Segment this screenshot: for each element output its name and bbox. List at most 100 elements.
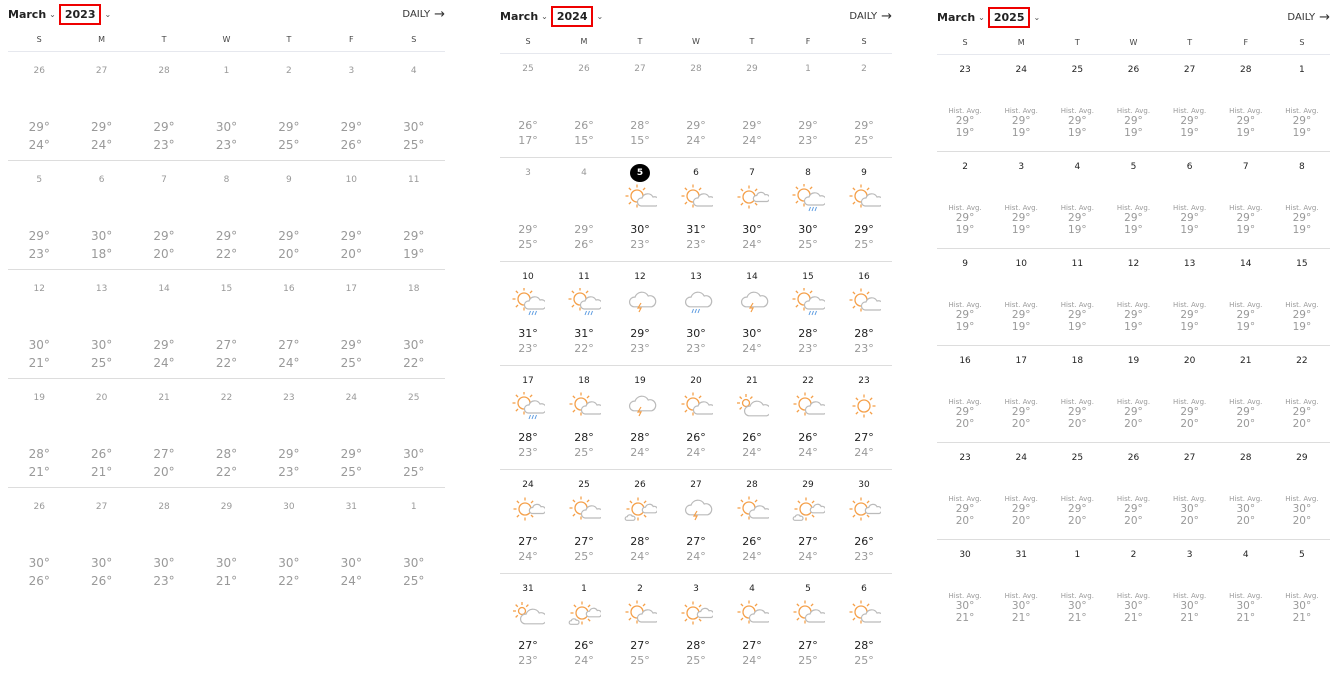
day-cell[interactable]: 25 27° 25° [556,470,612,573]
day-cell[interactable]: 3 Hist. Avg. 30° 21° [1162,540,1218,637]
year-select[interactable]: 2023 [58,3,102,25]
day-cell[interactable]: 28 26° 24° [724,470,780,573]
day-cell[interactable]: 24 29° 25° [320,379,382,487]
day-cell[interactable]: 29 Hist. Avg. 30° 20° [1274,443,1330,539]
day-cell[interactable]: 28 30° 23° [133,488,195,597]
day-cell[interactable]: 21 Hist. Avg. 29° 20° [1218,346,1274,442]
day-cell[interactable]: 4 27° 24° [724,574,780,678]
day-cell[interactable]: 18 Hist. Avg. 29° 20° [1049,346,1105,442]
day-cell[interactable]: 8 Hist. Avg. 29° 19° [1274,152,1330,248]
day-cell[interactable]: 1 Hist. Avg. 29° 19° [1274,55,1330,151]
day-cell[interactable]: 5 29° 23° [8,161,70,269]
day-cell[interactable]: 9 29° 25° [836,158,892,261]
day-cell[interactable]: 3 29° 26° [320,52,382,160]
day-cell[interactable]: 31 Hist. Avg. 30° 21° [993,540,1049,637]
day-cell[interactable]: 16 28° 23° [836,262,892,365]
day-cell[interactable]: 31 30° 24° [320,488,382,597]
day-cell[interactable]: 18 28° 25° [556,366,612,469]
day-cell[interactable]: 21 26° 24° [724,366,780,469]
day-cell[interactable]: 25 Hist. Avg. 29° 20° [1049,443,1105,539]
day-cell[interactable]: 7 Hist. Avg. 29° 19° [1218,152,1274,248]
day-cell[interactable]: 2 Hist. Avg. 30° 21° [1105,540,1161,637]
day-cell[interactable]: 20 26° 21° [70,379,132,487]
day-cell[interactable]: 15 27° 22° [195,270,257,378]
day-cell[interactable]: 16 Hist. Avg. 29° 20° [937,346,993,442]
day-cell[interactable]: 10 31° 23° [500,262,556,365]
day-cell[interactable]: 15 Hist. Avg. 29° 19° [1274,249,1330,345]
chevron-down-icon[interactable]: ⌄ [978,12,985,22]
day-cell[interactable]: 1 26° 24° [556,574,612,678]
chevron-down-icon[interactable]: ⌄ [596,11,604,21]
day-cell[interactable]: 27 28° 15° [612,54,668,157]
day-cell[interactable]: 24 Hist. Avg. 29° 19° [993,55,1049,151]
day-cell[interactable]: 26 29° 24° [8,52,70,160]
day-cell[interactable]: 30 30° 22° [258,488,320,597]
day-cell[interactable]: 1 29° 23° [780,54,836,157]
day-cell[interactable]: 27 29° 24° [70,52,132,160]
month-select[interactable]: March [500,9,539,23]
day-cell[interactable]: 24 Hist. Avg. 29° 20° [993,443,1049,539]
daily-link[interactable]: DAILY → [849,9,892,24]
day-cell[interactable]: 2 29° 25° [836,54,892,157]
day-cell[interactable]: 12 29° 23° [612,262,668,365]
day-cell[interactable]: 9 29° 20° [258,161,320,269]
day-cell[interactable]: 10 29° 20° [320,161,382,269]
month-select[interactable]: March [937,10,976,24]
chevron-down-icon[interactable]: ⌄ [104,9,112,19]
day-cell[interactable]: 2 27° 25° [612,574,668,678]
day-cell[interactable]: 27 Hist. Avg. 30° 20° [1162,443,1218,539]
day-cell[interactable]: 27 27° 24° [668,470,724,573]
year-select[interactable]: 2024 [550,5,594,27]
day-cell[interactable]: 30 26° 23° [836,470,892,573]
day-cell[interactable]: 4 29° 26° [556,158,612,261]
day-cell[interactable]: 4 Hist. Avg. 29° 19° [1049,152,1105,248]
chevron-down-icon[interactable]: ⌄ [541,11,548,21]
day-cell[interactable]: 24 27° 24° [500,470,556,573]
day-cell[interactable]: 2 Hist. Avg. 29° 19° [937,152,993,248]
day-cell[interactable]: 4 Hist. Avg. 30° 21° [1218,540,1274,637]
day-cell[interactable]: 21 27° 20° [133,379,195,487]
day-cell[interactable]: 17 28° 23° [500,366,556,469]
day-cell[interactable]: 8 29° 22° [195,161,257,269]
day-cell[interactable]: 22 28° 22° [195,379,257,487]
day-cell[interactable]: 13 Hist. Avg. 29° 19° [1162,249,1218,345]
day-cell[interactable]: 11 31° 22° [556,262,612,365]
day-cell[interactable]: 26 28° 24° [612,470,668,573]
day-cell[interactable]: 28 Hist. Avg. 29° 19° [1218,55,1274,151]
day-cell[interactable]: 22 26° 24° [780,366,836,469]
day-cell[interactable]: 19 28° 24° [612,366,668,469]
day-cell[interactable]: 1 30° 25° [383,488,445,597]
chevron-down-icon[interactable]: ⌄ [49,9,56,19]
day-cell[interactable]: 29 30° 21° [195,488,257,597]
day-cell[interactable]: 14 29° 24° [133,270,195,378]
day-cell[interactable]: 3 29° 25° [500,158,556,261]
day-cell[interactable]: 14 30° 24° [724,262,780,365]
day-cell[interactable]: 30 Hist. Avg. 30° 21° [937,540,993,637]
day-cell[interactable]: 3 Hist. Avg. 29° 19° [993,152,1049,248]
day-cell[interactable]: 12 30° 21° [8,270,70,378]
day-cell[interactable]: 1 30° 23° [195,52,257,160]
day-cell[interactable]: 5 Hist. Avg. 30° 21° [1274,540,1330,637]
day-cell[interactable]: 28 29° 23° [133,52,195,160]
day-cell[interactable]: 26 Hist. Avg. 29° 19° [1105,55,1161,151]
day-cell[interactable]: 17 Hist. Avg. 29° 20° [993,346,1049,442]
day-cell[interactable]: 9 Hist. Avg. 29° 19° [937,249,993,345]
day-cell[interactable]: 22 Hist. Avg. 29° 20° [1274,346,1330,442]
day-cell[interactable]: 28 29° 24° [668,54,724,157]
day-cell[interactable]: 25 26° 17° [500,54,556,157]
day-cell[interactable]: 15 28° 23° [780,262,836,365]
day-cell[interactable]: 28 Hist. Avg. 30° 20° [1218,443,1274,539]
day-cell[interactable]: 16 27° 24° [258,270,320,378]
day-cell[interactable]: 10 Hist. Avg. 29° 19° [993,249,1049,345]
day-cell[interactable]: 12 Hist. Avg. 29° 19° [1105,249,1161,345]
day-cell[interactable]: 18 30° 22° [383,270,445,378]
daily-link[interactable]: DAILY → [1287,10,1330,25]
day-cell[interactable]: 27 30° 26° [70,488,132,597]
day-cell[interactable]: 20 Hist. Avg. 29° 20° [1162,346,1218,442]
day-cell[interactable]: 23 Hist. Avg. 29° 20° [937,443,993,539]
day-cell[interactable]: 6 31° 23° [668,158,724,261]
day-cell[interactable]: 29 27° 24° [780,470,836,573]
day-cell[interactable]: 6 30° 18° [70,161,132,269]
day-cell[interactable]: 26 Hist. Avg. 29° 20° [1105,443,1161,539]
day-cell[interactable]: 23 Hist. Avg. 29° 19° [937,55,993,151]
